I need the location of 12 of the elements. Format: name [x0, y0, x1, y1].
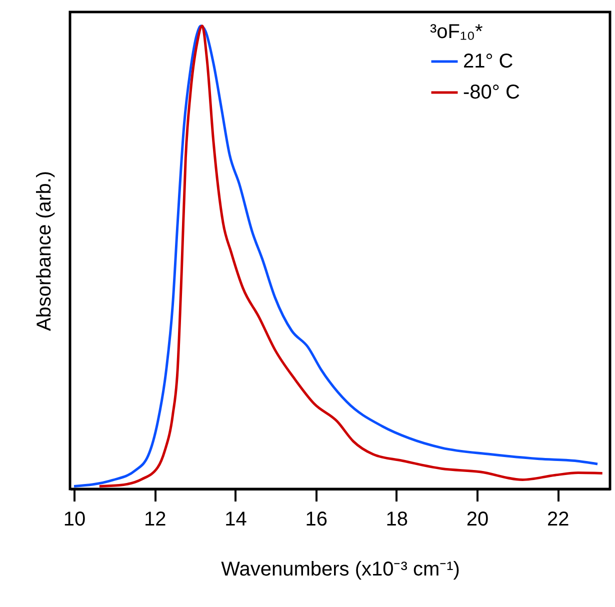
x-tick-label: 10	[63, 508, 86, 530]
x-tick-label: 14	[224, 508, 247, 530]
legend-label: -80° C	[463, 82, 520, 104]
legend-title: ³oF₁₀*	[430, 21, 484, 43]
x-tick-label: 16	[305, 508, 328, 530]
x-tick-label: 12	[144, 508, 166, 530]
x-tick-label: 20	[466, 508, 489, 530]
y-axis-title: Absorbance (arb.)	[34, 170, 56, 332]
legend-label: 21° C	[463, 50, 514, 72]
x-tick-label: 22	[546, 508, 570, 530]
x-axis-title: Wavenumbers (x10⁻³ cm⁻¹)	[221, 558, 460, 580]
x-tick-label: 18	[386, 508, 408, 530]
